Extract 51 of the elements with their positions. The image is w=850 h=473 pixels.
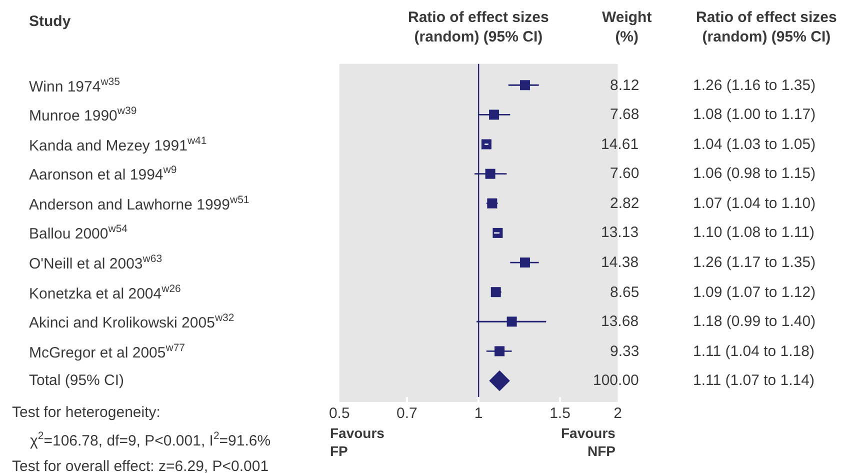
annotation: 8.12	[610, 77, 640, 94]
annotation: 13.13	[601, 224, 639, 241]
annotation: 7.68	[610, 106, 640, 123]
data-label: 1.26 (1.17 to 1.35)	[693, 254, 816, 271]
y-tick-label: Winn 1974$^{w35}$	[29, 76, 120, 96]
annotation: 7.60	[610, 165, 640, 182]
x-tick-label: 1	[474, 405, 483, 422]
data-label: 1.26 (1.16 to 1.35)	[693, 77, 816, 94]
x-tick-label: 0.7	[396, 405, 418, 422]
y-tick-label: Total (95% CI)	[29, 372, 124, 389]
y-tick-label: Ballou 2000$^{w54}$	[29, 223, 128, 242]
y-tick-label: O'Neill et al 2003$^{w63}$	[29, 253, 162, 272]
data-label: 1.08 (1.00 to 1.17)	[693, 106, 816, 123]
data-label: 1.04 (1.03 to 1.05)	[693, 136, 816, 153]
y-axis-title: Study	[29, 13, 72, 30]
point	[481, 139, 492, 150]
y-tick-label: Anderson and Lawhorne 1999$^{w51}$	[29, 194, 250, 214]
text: χ$^{2}$=106.78, df=9, P<0.001, I$^{2}$=91.6%	[30, 430, 271, 450]
text: 1.11 (1.07 to 1.14)	[693, 372, 814, 389]
data-label: 1.18 (0.99 to 1.40)	[693, 313, 816, 330]
point	[492, 228, 503, 238]
annotation: 2.82	[610, 195, 640, 212]
y-tick-label: Akinci and Krolikowski 2005$^{w32}$	[29, 312, 234, 332]
x-tick-label: 1.5	[550, 405, 570, 422]
annotation: 14.38	[601, 254, 639, 271]
data-label: 1.11 (1.04 to 1.18)	[693, 343, 814, 360]
y-tick-label: Aaronson et al 1994$^{w9}$	[29, 164, 177, 184]
y-tick-label: Konetzka et al 2004$^{w26}$	[29, 283, 182, 302]
text: Test for heterogeneity:	[12, 404, 160, 421]
text: Ratio of effect sizes (random) (95% CI)	[696, 9, 837, 46]
y-tick-label: Munroe 1990$^{w39}$	[29, 105, 137, 124]
annotation: 9.33	[610, 343, 640, 360]
point	[489, 370, 510, 392]
text: Favours FP	[330, 425, 385, 460]
data-label: 1.06 (0.98 to 1.15)	[693, 165, 816, 182]
data-label: 1.10 (1.08 to 1.11)	[693, 224, 814, 241]
text: Test for overall effect: z=6.29, P<0.001	[12, 458, 269, 473]
y-tick-label: Kanda and Mezey 1991$^{w41}$	[29, 135, 207, 154]
annotation: 8.65	[610, 284, 640, 301]
text: Favours NFP	[561, 425, 616, 460]
text: Weight (%)	[602, 9, 652, 46]
data-label: 1.09 (1.07 to 1.12)	[693, 284, 816, 301]
data-label: 1.07 (1.04 to 1.10)	[693, 195, 816, 212]
x-tick-label: 0.5	[328, 405, 350, 422]
point	[520, 258, 530, 268]
y-tick-label: McGregor et al 2005$^{w77}$	[29, 342, 186, 362]
annotation: 13.68	[601, 313, 639, 330]
annotation: 14.61	[601, 136, 639, 153]
x-axis-title: Ratio of effect sizes (random) (95% CI)	[408, 9, 549, 46]
x-tick-label: 2	[614, 405, 622, 422]
annotation: 100.00	[593, 372, 639, 389]
